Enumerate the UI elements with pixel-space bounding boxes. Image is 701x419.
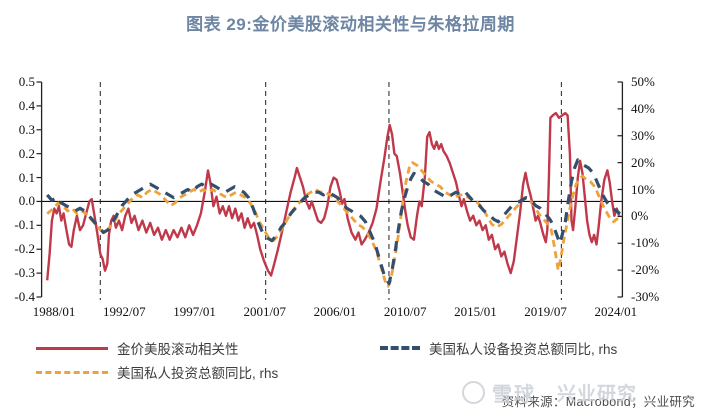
left-axis-tick-label: 0.0 (18, 193, 35, 209)
x-axis-tick-label: 2001/07 (243, 304, 287, 319)
right-axis-tick-label: 10% (631, 181, 655, 197)
x-axis-tick-label: 1992/07 (103, 304, 146, 319)
right-axis-tick-label: 0% (631, 208, 649, 224)
orange-dashed-line-sample (36, 370, 108, 374)
legend-label-correlation: 金价美股滚动相关性 (117, 342, 239, 357)
left-axis-tick-label: 0.2 (18, 145, 35, 161)
left-axis-tick-label: 0.5 (18, 74, 35, 89)
legend-label-equipment-investment: 美国私人设备投资总额同比, rhs (429, 342, 618, 357)
series-line-2 (45, 158, 621, 286)
plot-wrap (36, 81, 624, 300)
legend-label-investment-total: 美国私人投资总额同比, rhs (117, 366, 279, 381)
chart-title: 图表 29:金价美股滚动相关性与朱格拉周期 (186, 15, 515, 34)
red-solid-line-sample (36, 346, 108, 350)
left-axis-tick-label: -0.1 (14, 217, 35, 233)
right-axis-tick-label: -10% (631, 235, 660, 251)
legend-item-equipment-investment: 美国私人设备投资总额同比, rhs (380, 339, 617, 357)
x-axis-tick-label: 1997/01 (173, 304, 216, 319)
right-axis-tick-label: 40% (631, 100, 655, 116)
x-axis-tick-label: 2015/01 (454, 304, 497, 319)
plot-area (36, 81, 624, 300)
x-axis-tick-label: 2006/01 (313, 304, 357, 319)
left-axis-tick-label: 0.3 (18, 121, 35, 137)
snowball-logo-icon (462, 381, 485, 404)
blue-dashed-line-sample (380, 346, 420, 350)
legend-item-correlation: 金价美股滚动相关性 (36, 339, 239, 357)
x-axis-tick-label: 1988/01 (32, 304, 76, 319)
right-axis-tick-label: -20% (631, 262, 660, 278)
left-axis-tick-label: -0.3 (14, 265, 35, 281)
right-axis-tick-label: 50% (631, 74, 655, 89)
series-line-0 (46, 111, 621, 281)
x-axis-tick-label: 2019/07 (524, 304, 567, 319)
x-axis-tick-label: 2010/07 (383, 304, 427, 319)
right-axis-tick-label: 20% (631, 154, 655, 170)
right-axis-tick-label: -30% (631, 289, 660, 304)
right-axis-tick-label: 30% (631, 127, 655, 143)
series-line-1 (46, 161, 620, 288)
legend-item-investment-total: 美国私人投资总额同比, rhs (36, 363, 278, 381)
left-axis-tick-label: 0.1 (18, 169, 35, 185)
left-axis-tick-label: -0.2 (14, 241, 35, 257)
x-axis-tick-label: 2024/01 (594, 304, 638, 319)
source-note: 资料来源：Macrobond；兴业研究 (501, 395, 695, 409)
left-axis-tick-label: -0.4 (14, 289, 35, 304)
left-axis-tick-label: 0.4 (18, 97, 35, 113)
